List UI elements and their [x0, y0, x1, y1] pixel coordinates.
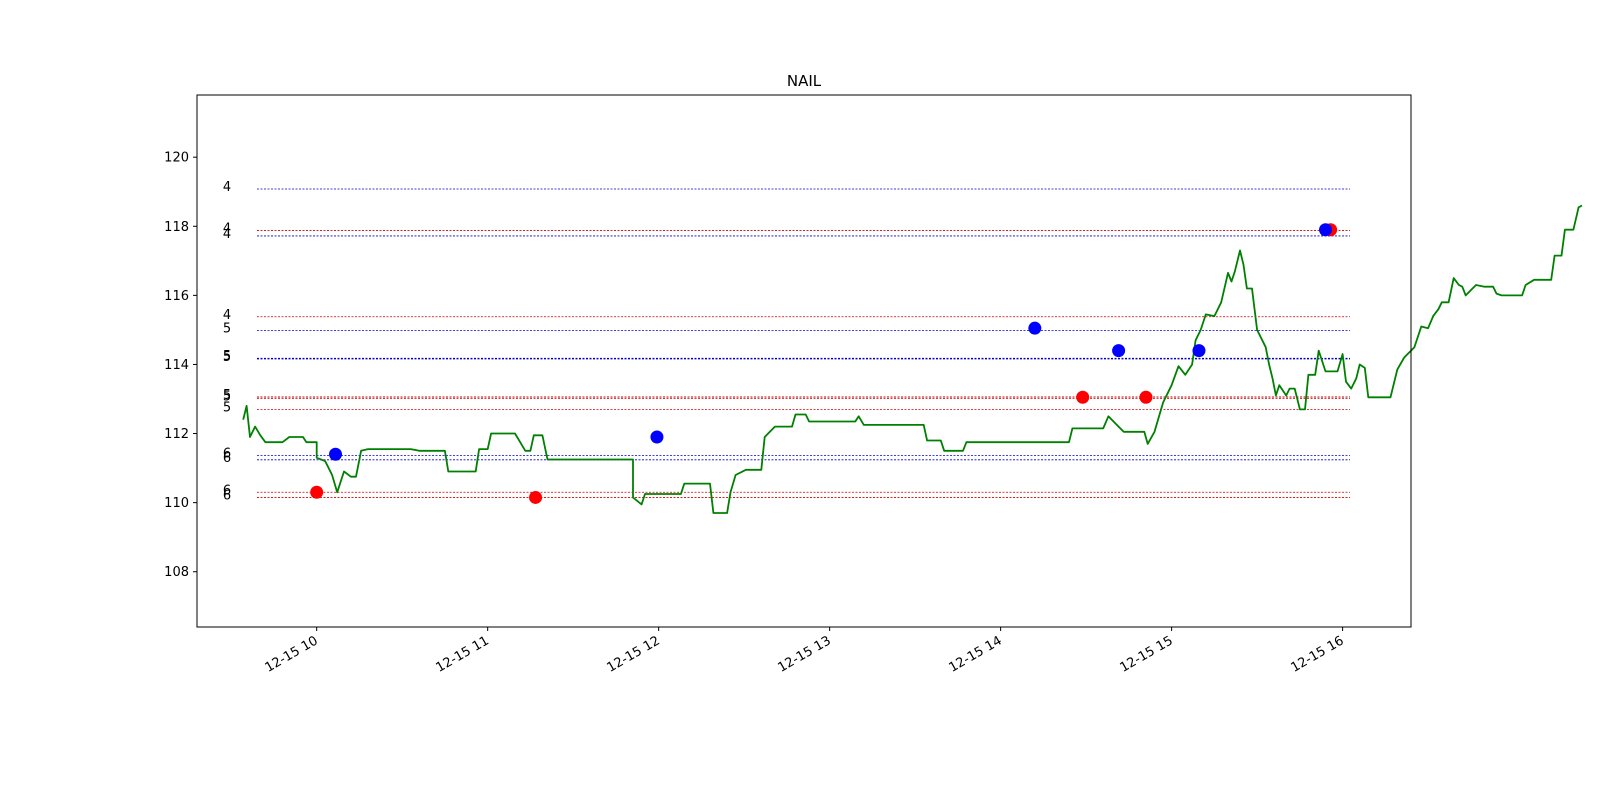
price-line-layer: [242, 204, 1583, 514]
level-label: 5: [223, 388, 231, 403]
level-label: 6: [223, 451, 231, 466]
price-line: [242, 204, 1583, 514]
level-label: 4: [223, 227, 231, 242]
x-tick-label: 12-15 13: [776, 633, 834, 675]
y-tick-label: 108: [164, 565, 189, 580]
y-tick-label: 120: [164, 151, 189, 166]
level-label: 6: [223, 447, 231, 462]
plot-frame: [196, 94, 1412, 628]
x-tick-label: 12-15 10: [263, 633, 321, 675]
x-tick-label: 12-15 16: [1288, 633, 1346, 675]
buy-marker: [328, 447, 342, 461]
level-label: 5: [223, 389, 231, 404]
sell-marker: [1139, 390, 1153, 404]
sell-marker: [1076, 390, 1090, 404]
level-label: 6: [223, 488, 231, 503]
y-axis: 108 110 112 114 116 118 120: [164, 151, 197, 580]
level-lines: [257, 188, 1350, 498]
x-tick-label: 12-15 12: [605, 633, 663, 675]
y-tick-label: 116: [164, 289, 189, 304]
y-tick-label: 118: [164, 220, 189, 235]
buy-marker: [1319, 223, 1333, 237]
y-tick-label: 114: [164, 358, 189, 373]
x-tick-label: 12-15 11: [434, 633, 492, 675]
x-axis: 12-15 10 12-15 11 12-15 12 12-15 13 12-15 14…: [263, 627, 1347, 676]
trade-markers: [310, 223, 1338, 504]
buy-marker: [1192, 344, 1206, 358]
level-label: 6: [223, 483, 231, 498]
y-tick-label: 110: [164, 496, 189, 511]
sell-marker: [529, 490, 543, 504]
level-label: 5: [223, 400, 231, 415]
level-label: 5: [223, 350, 231, 365]
buy-marker: [1028, 321, 1042, 335]
level-label: 5: [223, 349, 231, 364]
x-tick-label: 12-15 15: [1117, 633, 1175, 675]
level-label: 5: [223, 322, 231, 337]
buy-marker: [650, 430, 664, 444]
x-tick-label: 12-15 14: [947, 633, 1005, 675]
y-tick-label: 112: [164, 427, 189, 442]
level-label: 4: [223, 308, 231, 323]
level-label: 4: [223, 180, 231, 195]
buy-marker: [1112, 344, 1126, 358]
chart-title: NAIL: [787, 72, 822, 90]
level-label: 4: [223, 221, 231, 236]
sell-marker: [310, 485, 324, 499]
